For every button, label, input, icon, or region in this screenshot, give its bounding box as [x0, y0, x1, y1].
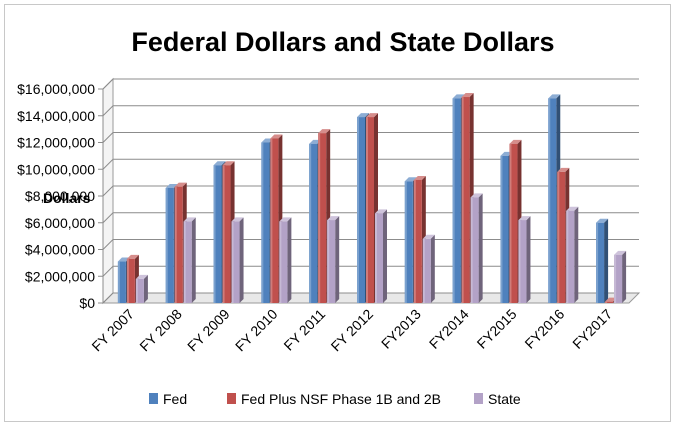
bar-state-10 [614, 250, 627, 303]
bars [117, 93, 627, 304]
y-tick-label: $10,000,000 [17, 161, 95, 177]
y-tick-label: $0 [79, 295, 95, 311]
bar-state-2 [231, 217, 244, 303]
x-tick-label: FY2015 [474, 306, 520, 352]
x-tick-label: FY 2011 [280, 306, 328, 354]
bar-state-4 [327, 216, 340, 303]
bar-state-5 [375, 209, 387, 303]
y-axis-ticks: $0 $2,000,000 $4,000,000 $6,000,000 $8,000,0… [17, 81, 95, 311]
bar-state-7 [470, 193, 483, 303]
x-tick-label: FY 2012 [328, 306, 377, 355]
x-tick-label: FY 2007 [88, 306, 137, 355]
y-tick-label: $2,000,000 [25, 268, 95, 284]
y-tick-label: $8,000,000 [25, 188, 95, 204]
gridline [102, 78, 639, 90]
chart-frame: Federal Dollars and State Dollars Dollar… [4, 4, 671, 422]
x-axis-ticks: FY 2007 FY 2008 FY 2009 FY 2010 FY 2011 FY 20… [88, 306, 615, 355]
x-tick-label: FY 2009 [184, 306, 233, 355]
x-tick-label: FY2014 [426, 306, 472, 352]
y-tick-label: $16,000,000 [17, 81, 95, 97]
x-tick-label: FY 2008 [136, 306, 185, 355]
bar-fed-10 [596, 218, 609, 303]
y-tick-label: $14,000,000 [17, 108, 95, 124]
legend-swatch [474, 393, 483, 404]
legend-swatch [227, 393, 236, 404]
bar-state-9 [566, 206, 579, 303]
bar-state-3 [279, 217, 292, 303]
legend-label: Fed [163, 391, 187, 407]
bar-state-0 [135, 274, 148, 303]
x-tick-label: FY 2010 [232, 306, 281, 355]
bar-state-1 [183, 217, 196, 303]
bar-state-8 [518, 216, 531, 303]
y-tick-label: $12,000,000 [17, 135, 95, 151]
chart-title: Federal Dollars and State Dollars [131, 27, 554, 57]
x-tick-label: FY2017 [569, 306, 615, 352]
y-axis-label: Dollars [43, 190, 91, 206]
y-tick-label: $6,000,000 [25, 215, 95, 231]
chart: Federal Dollars and State Dollars Dollar… [17, 27, 641, 407]
y-tick-label: $4,000,000 [25, 242, 95, 258]
legend-swatch [149, 393, 158, 404]
legend-label: Fed Plus NSF Phase 1B and 2B [241, 391, 441, 407]
legend-label: State [488, 391, 521, 407]
x-tick-label: FY2016 [521, 306, 567, 352]
bar-state-6 [422, 234, 435, 303]
legend: Fed Fed Plus NSF Phase 1B and 2B State [149, 391, 521, 407]
x-tick-label: FY2013 [378, 306, 424, 352]
